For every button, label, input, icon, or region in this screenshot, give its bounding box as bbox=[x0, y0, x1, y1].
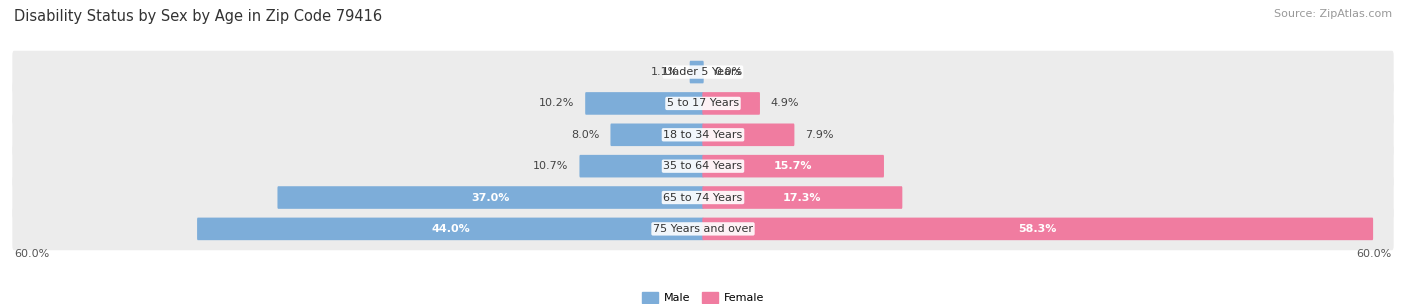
FancyBboxPatch shape bbox=[13, 176, 1393, 219]
Text: 0.0%: 0.0% bbox=[714, 67, 742, 77]
Text: 5 to 17 Years: 5 to 17 Years bbox=[666, 98, 740, 109]
Text: 58.3%: 58.3% bbox=[1018, 224, 1057, 234]
FancyBboxPatch shape bbox=[703, 186, 903, 209]
FancyBboxPatch shape bbox=[13, 208, 1393, 250]
Text: Source: ZipAtlas.com: Source: ZipAtlas.com bbox=[1274, 9, 1392, 19]
Text: 60.0%: 60.0% bbox=[1357, 249, 1392, 259]
Text: 37.0%: 37.0% bbox=[471, 192, 510, 202]
Text: 75 Years and over: 75 Years and over bbox=[652, 224, 754, 234]
Text: Under 5 Years: Under 5 Years bbox=[665, 67, 741, 77]
Text: 18 to 34 Years: 18 to 34 Years bbox=[664, 130, 742, 140]
FancyBboxPatch shape bbox=[197, 218, 703, 240]
Text: 10.2%: 10.2% bbox=[538, 98, 575, 109]
FancyBboxPatch shape bbox=[610, 123, 703, 146]
Text: 44.0%: 44.0% bbox=[432, 224, 470, 234]
Text: 1.1%: 1.1% bbox=[651, 67, 679, 77]
Text: 35 to 64 Years: 35 to 64 Years bbox=[664, 161, 742, 171]
Text: 17.3%: 17.3% bbox=[783, 192, 821, 202]
Text: Disability Status by Sex by Age in Zip Code 79416: Disability Status by Sex by Age in Zip C… bbox=[14, 9, 382, 24]
FancyBboxPatch shape bbox=[13, 51, 1393, 93]
FancyBboxPatch shape bbox=[703, 218, 1374, 240]
FancyBboxPatch shape bbox=[690, 61, 703, 83]
Text: 60.0%: 60.0% bbox=[14, 249, 49, 259]
FancyBboxPatch shape bbox=[13, 145, 1393, 188]
FancyBboxPatch shape bbox=[703, 123, 794, 146]
Text: 7.9%: 7.9% bbox=[806, 130, 834, 140]
FancyBboxPatch shape bbox=[585, 92, 703, 115]
Text: 4.9%: 4.9% bbox=[770, 98, 799, 109]
Text: 65 to 74 Years: 65 to 74 Years bbox=[664, 192, 742, 202]
FancyBboxPatch shape bbox=[13, 113, 1393, 156]
FancyBboxPatch shape bbox=[277, 186, 703, 209]
FancyBboxPatch shape bbox=[579, 155, 703, 178]
Text: 8.0%: 8.0% bbox=[571, 130, 599, 140]
FancyBboxPatch shape bbox=[703, 92, 761, 115]
Text: 10.7%: 10.7% bbox=[533, 161, 568, 171]
Text: 15.7%: 15.7% bbox=[773, 161, 813, 171]
FancyBboxPatch shape bbox=[703, 155, 884, 178]
Legend: Male, Female: Male, Female bbox=[641, 292, 765, 303]
FancyBboxPatch shape bbox=[13, 82, 1393, 125]
